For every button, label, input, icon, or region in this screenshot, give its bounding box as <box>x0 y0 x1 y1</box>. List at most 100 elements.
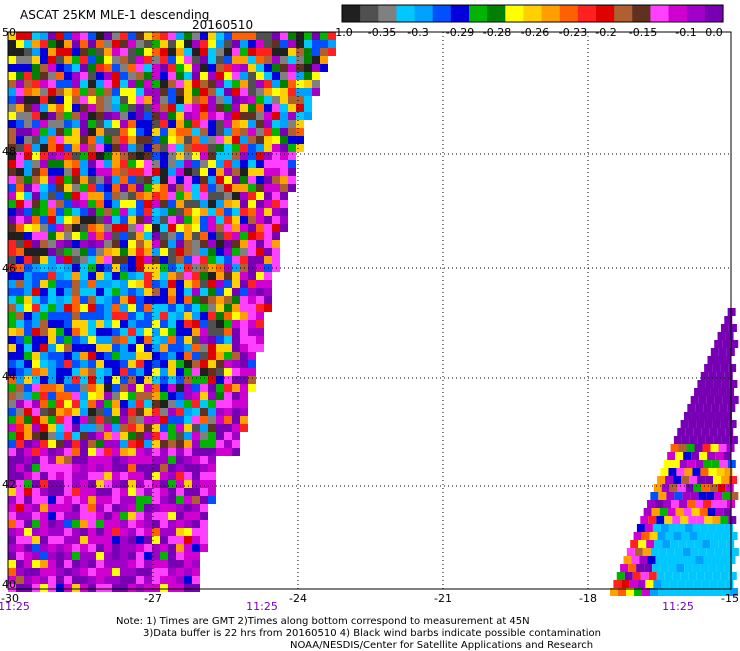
swath-cell <box>280 144 288 152</box>
swath-cell <box>112 128 120 136</box>
swath-cell <box>224 112 232 120</box>
swath-cell <box>695 404 704 412</box>
swath-cell <box>152 512 160 520</box>
swath-cell <box>200 224 208 232</box>
swath-cell <box>694 444 703 452</box>
swath-cell <box>673 476 682 484</box>
colorbar-segment <box>342 5 361 22</box>
swath-cell <box>224 168 232 176</box>
swath-cell <box>192 80 200 88</box>
swath-cell <box>216 344 224 352</box>
swath-cell <box>272 104 280 112</box>
swath-cell <box>216 144 224 152</box>
swath-cell <box>641 532 650 540</box>
swath-cell <box>104 568 112 576</box>
swath-cell <box>160 328 168 336</box>
swath-cell <box>72 584 80 592</box>
swath-cell <box>168 496 176 504</box>
swath-cell <box>32 312 40 320</box>
swath-cell <box>256 48 264 56</box>
swath-cell <box>88 304 96 312</box>
swath-cell <box>280 160 288 168</box>
colorbar-segment <box>360 5 379 22</box>
swath-cell <box>694 388 703 396</box>
swath-cell <box>224 384 232 392</box>
swath-cell <box>64 56 72 64</box>
swath-cell <box>96 416 104 424</box>
swath-cell <box>272 80 280 88</box>
swath-cell <box>208 304 216 312</box>
swath-cell <box>304 96 312 104</box>
swath-cell <box>224 328 232 336</box>
swath-cell <box>144 96 152 104</box>
swath-cell <box>152 376 160 384</box>
colorbar-segment <box>668 5 688 22</box>
swath-cell <box>152 56 160 64</box>
swath-cell <box>192 256 200 264</box>
swath-cell <box>264 64 272 72</box>
swath-cell <box>32 32 40 40</box>
swath-cell <box>128 544 136 552</box>
swath-cell <box>216 352 224 360</box>
swath-cell <box>80 480 88 488</box>
swath-cell <box>104 312 112 320</box>
swath-cell <box>96 320 104 328</box>
swath-cell <box>216 288 224 296</box>
swath-cell <box>304 64 312 72</box>
swath-cell <box>216 296 224 304</box>
swath-cell <box>112 584 120 592</box>
swath-cell <box>64 288 72 296</box>
swath-cell <box>48 480 56 488</box>
swath-cell <box>272 232 280 240</box>
swath-cell <box>112 296 120 304</box>
swath-cell <box>248 256 256 264</box>
swath-cell <box>16 584 24 592</box>
swath-cell <box>240 184 248 192</box>
swath-cell <box>48 456 56 464</box>
swath-cell <box>184 112 192 120</box>
swath-cell <box>703 556 712 564</box>
swath-cell <box>24 384 32 392</box>
swath-cell <box>104 320 112 328</box>
swath-cell <box>248 352 256 360</box>
swath-cell <box>728 324 737 332</box>
swath-cell <box>48 560 56 568</box>
swath-cell <box>112 232 120 240</box>
swath-cell <box>280 152 288 160</box>
swath-cell <box>240 336 248 344</box>
swath-cell <box>716 372 725 380</box>
swath-cell <box>721 436 730 444</box>
swath-cell <box>56 224 64 232</box>
swath-cell <box>120 376 128 384</box>
swath-cell <box>232 48 240 56</box>
swath-cell <box>56 192 64 200</box>
swath-cell <box>652 524 661 532</box>
swath-cell <box>32 424 40 432</box>
swath-cell <box>88 248 96 256</box>
swath-cell <box>72 256 80 264</box>
swath-cell <box>144 520 152 528</box>
swath-cell <box>184 576 192 584</box>
swath-cell <box>640 516 649 524</box>
swath-cell <box>128 568 136 576</box>
swath-cell <box>192 184 200 192</box>
swath-cell <box>56 472 64 480</box>
swath-cell <box>224 312 232 320</box>
swath-cell <box>176 320 184 328</box>
swath-cell <box>120 48 128 56</box>
swath-cell <box>104 496 112 504</box>
swath-cell <box>679 500 687 508</box>
swath-cell <box>232 136 240 144</box>
swath-cell <box>216 192 224 200</box>
swath-cell <box>128 336 136 344</box>
swath-cell <box>200 256 208 264</box>
swath-cell <box>128 152 136 160</box>
swath-cell <box>160 64 168 72</box>
swath-cell <box>683 452 692 460</box>
swath-cell <box>312 32 320 40</box>
swath-cell <box>184 448 192 456</box>
swath-cell <box>216 200 224 208</box>
swath-cell <box>104 520 112 528</box>
swath-cell <box>696 420 705 428</box>
swath-cell <box>112 32 120 40</box>
